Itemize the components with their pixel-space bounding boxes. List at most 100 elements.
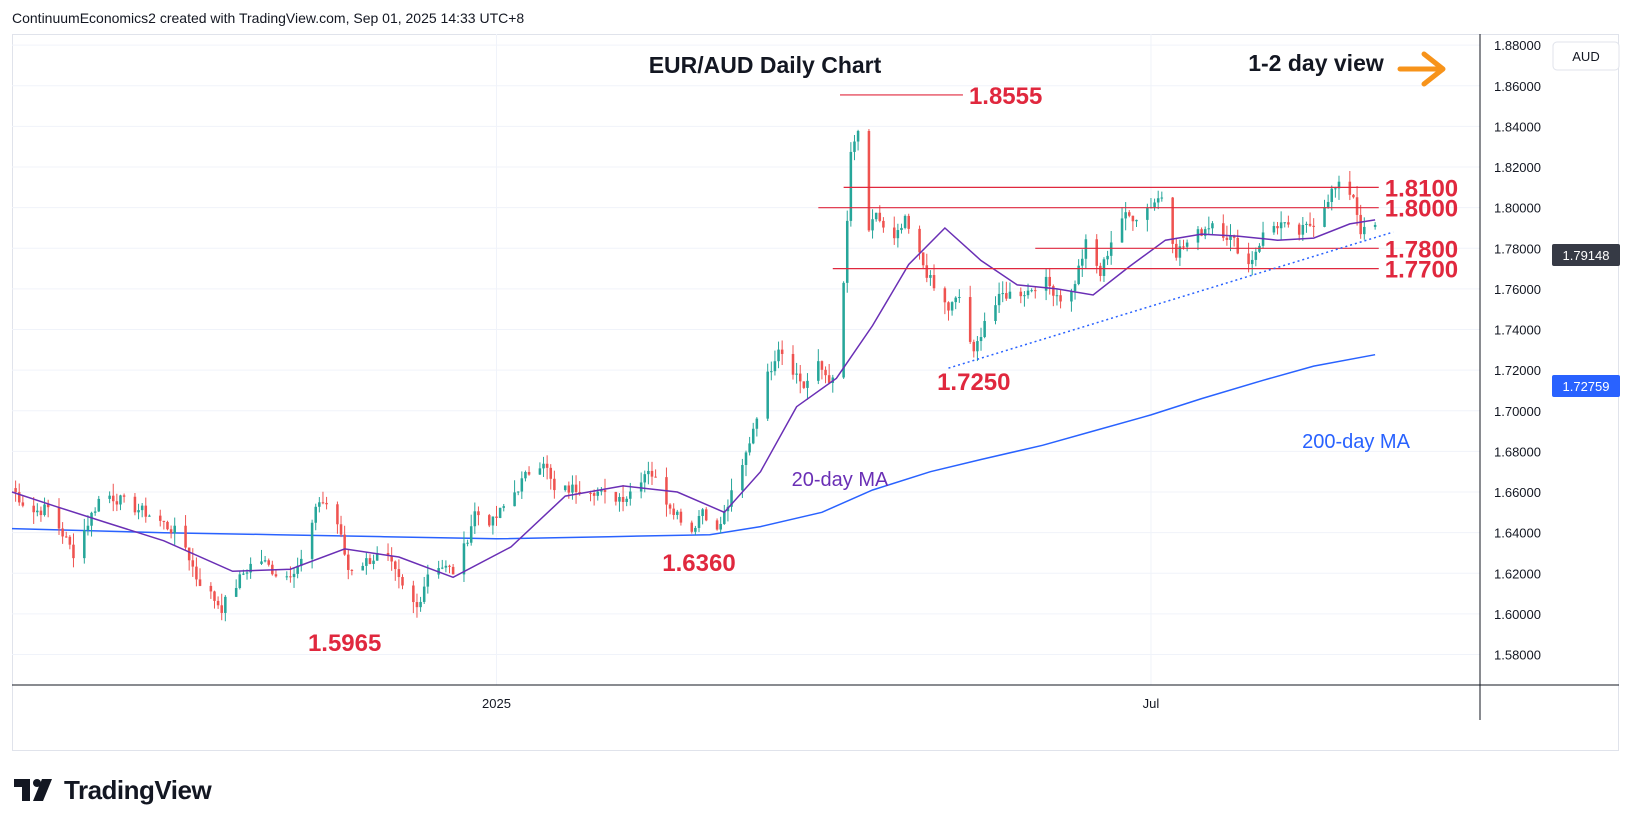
tradingview-logo-icon bbox=[14, 779, 52, 801]
candle-body bbox=[647, 470, 650, 475]
candle-body bbox=[976, 341, 979, 352]
candle-body bbox=[375, 552, 379, 561]
candle-body bbox=[260, 561, 263, 564]
candle-body bbox=[1337, 181, 1341, 189]
candle-body bbox=[169, 529, 173, 534]
candle-body bbox=[542, 463, 545, 469]
candle-body bbox=[1182, 246, 1185, 248]
candle-body bbox=[386, 552, 390, 556]
candle-body bbox=[755, 418, 759, 429]
candle-body bbox=[918, 228, 921, 253]
candle-body bbox=[1124, 212, 1127, 219]
candle-body bbox=[1373, 224, 1377, 227]
candle-body bbox=[614, 491, 618, 502]
candle-body bbox=[372, 560, 375, 564]
candle-body bbox=[1175, 243, 1178, 258]
candle-body bbox=[907, 215, 910, 229]
price-axis[interactable]: 1.58000 1.60000 1.62000 1.64000 1.66000 1.680… bbox=[1479, 34, 1541, 720]
candle-body bbox=[1005, 293, 1008, 299]
x-tick-label: Jul bbox=[1143, 696, 1160, 711]
candle-body bbox=[874, 212, 878, 220]
currency-button[interactable] bbox=[1552, 41, 1620, 71]
candle-body bbox=[567, 485, 571, 493]
time-axis[interactable]: 2025 Jul bbox=[12, 684, 1619, 711]
candle-body bbox=[748, 443, 751, 453]
right-arrow-icon bbox=[1397, 51, 1446, 87]
candle-body bbox=[1077, 265, 1080, 285]
candle-body bbox=[650, 470, 654, 477]
candle-body bbox=[968, 297, 972, 342]
candle-body bbox=[1055, 295, 1059, 297]
candle-body bbox=[925, 265, 929, 278]
candle-body bbox=[676, 511, 679, 515]
candle-body bbox=[856, 130, 860, 142]
candle-body bbox=[690, 522, 694, 532]
candle-body bbox=[1156, 198, 1160, 203]
ma200-price-value: 1.72759 bbox=[1563, 379, 1610, 394]
candle-body bbox=[679, 511, 683, 523]
candle-body bbox=[1207, 228, 1211, 230]
y-tick-label: 1.68000 bbox=[1494, 444, 1541, 459]
candle-body bbox=[1026, 290, 1030, 296]
candle-body bbox=[625, 498, 628, 502]
candle-body bbox=[216, 600, 220, 606]
grid-lines bbox=[12, 34, 1480, 685]
candle-body bbox=[1326, 201, 1330, 208]
candle-body bbox=[824, 369, 827, 376]
candle-body bbox=[148, 515, 151, 517]
ma20-line bbox=[11, 219, 1376, 579]
candle-body bbox=[997, 293, 1001, 306]
candle-body bbox=[119, 495, 122, 505]
candle-body bbox=[806, 380, 809, 388]
candle-body bbox=[325, 502, 328, 505]
candles-series bbox=[14, 129, 1377, 622]
candle-body bbox=[318, 502, 321, 507]
y-tick-label: 1.88000 bbox=[1494, 38, 1541, 53]
candle-body bbox=[553, 478, 556, 491]
candle-body bbox=[1030, 290, 1033, 292]
candle-body bbox=[643, 474, 647, 483]
candle-body bbox=[1348, 181, 1352, 195]
ma200-line bbox=[11, 353, 1376, 540]
candle-body bbox=[336, 504, 339, 525]
x-tick-label: 2025 bbox=[482, 696, 511, 711]
candle-body bbox=[444, 565, 448, 568]
candle-body bbox=[137, 510, 140, 513]
tradingview-brand: TradingView bbox=[64, 774, 212, 805]
swing-label: 1.7250 bbox=[937, 369, 1010, 396]
candle-body bbox=[932, 275, 936, 289]
candle-body bbox=[401, 577, 404, 586]
candle-body bbox=[1297, 224, 1301, 235]
candle-body bbox=[1334, 188, 1337, 190]
candle-body bbox=[1099, 265, 1102, 276]
last-price-badge: 1.79148 bbox=[1552, 244, 1620, 266]
candle-body bbox=[892, 227, 896, 239]
candle-body bbox=[1052, 286, 1055, 296]
last-price-value: 1.79148 bbox=[1563, 248, 1610, 263]
candle-body bbox=[820, 361, 824, 370]
candle-body bbox=[773, 361, 777, 372]
candle-body bbox=[715, 520, 719, 530]
candle-body bbox=[1109, 242, 1113, 256]
candle-body bbox=[1287, 222, 1290, 225]
candle-body bbox=[1160, 197, 1164, 199]
candle-body bbox=[274, 574, 278, 577]
ma200-price-badge: 1.72759 bbox=[1552, 375, 1620, 397]
y-tick-label: 1.62000 bbox=[1494, 566, 1541, 581]
tradingview-logo[interactable]: TradingView bbox=[14, 774, 212, 806]
candle-body bbox=[853, 141, 856, 152]
candle-body bbox=[896, 230, 900, 239]
candle-body bbox=[1200, 229, 1203, 236]
candle-body bbox=[234, 587, 238, 597]
candle-body bbox=[1363, 226, 1366, 235]
candle-body bbox=[245, 572, 249, 574]
candle-body bbox=[115, 501, 119, 505]
y-tick-label: 1.86000 bbox=[1494, 79, 1541, 94]
candle-body bbox=[314, 506, 317, 523]
candle-body bbox=[1272, 226, 1276, 233]
candle-body bbox=[495, 516, 498, 518]
candle-body bbox=[394, 561, 397, 570]
candle-body bbox=[1070, 291, 1073, 302]
candle-body bbox=[242, 573, 245, 575]
